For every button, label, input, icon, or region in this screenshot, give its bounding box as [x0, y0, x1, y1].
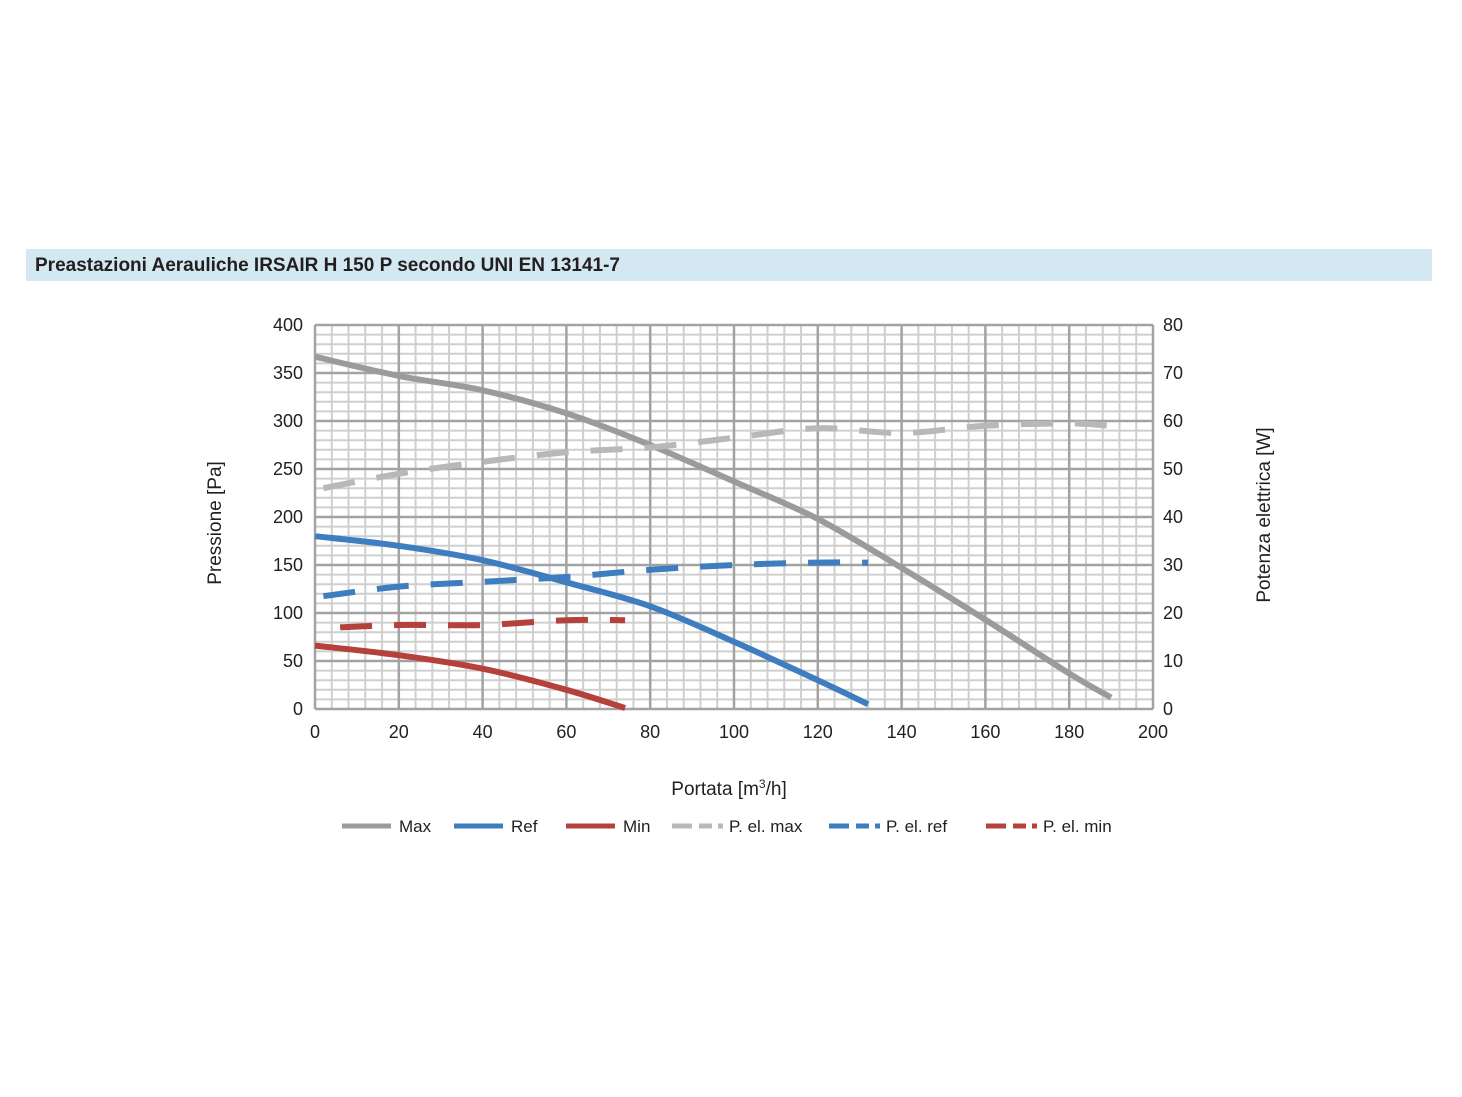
legend-label: Max [399, 817, 432, 836]
series-p-el-max [322, 420, 1112, 492]
x-tick-label: 20 [389, 722, 409, 742]
series-p-el-ref [323, 559, 869, 600]
legend-item: P. el. ref [829, 817, 947, 836]
chart-title-bar: Preastazioni Aerauliche IRSAIR H 150 P s… [26, 249, 1432, 281]
x-tick-label: 160 [970, 722, 1000, 742]
y2-tick-label: 0 [1163, 699, 1173, 719]
legend-label: Ref [511, 817, 538, 836]
x-tick-label: 0 [310, 722, 320, 742]
legend-item: Max [342, 817, 432, 836]
legend-label: P. el. max [729, 817, 803, 836]
y-axis-title: Pressione [Pa] [205, 461, 226, 585]
legend-label: P. el. ref [886, 817, 947, 836]
y2-tick-label: 50 [1163, 459, 1183, 479]
legend-item: Ref [454, 817, 538, 836]
y-tick-label: 150 [273, 555, 303, 575]
x-tick-label: 200 [1138, 722, 1168, 742]
y2-tick-label: 40 [1163, 507, 1183, 527]
y2-tick-label: 20 [1163, 603, 1183, 623]
y-tick-label: 350 [273, 363, 303, 383]
legend: Max Ref Min P. el. max P. el. ref P. el. min [342, 817, 1112, 836]
series-layer [314, 353, 1113, 711]
y2-axis-ticks: 0 10 20 30 40 50 60 70 80 [1163, 315, 1183, 719]
x-tick-label: 40 [473, 722, 493, 742]
y2-tick-label: 80 [1163, 315, 1183, 335]
y-axis-ticks: 0 50 100 150 200 250 300 350 400 [273, 315, 303, 719]
legend-item: P. el. min [986, 817, 1112, 836]
legend-label: Min [623, 817, 650, 836]
legend-item: Min [566, 817, 650, 836]
y-tick-label: 200 [273, 507, 303, 527]
y-tick-label: 250 [273, 459, 303, 479]
y2-tick-label: 60 [1163, 411, 1183, 431]
y-tick-label: 400 [273, 315, 303, 335]
x-tick-label: 120 [803, 722, 833, 742]
y-tick-label: 50 [283, 651, 303, 671]
x-tick-label: 180 [1054, 722, 1084, 742]
y-tick-label: 300 [273, 411, 303, 431]
legend-label: P. el. min [1043, 817, 1112, 836]
series-p-el-min [339, 616, 626, 631]
y2-tick-label: 70 [1163, 363, 1183, 383]
x-tick-label: 100 [719, 722, 749, 742]
legend-item: P. el. max [672, 817, 803, 836]
x-tick-label: 80 [640, 722, 660, 742]
series-ref [314, 533, 870, 707]
series-max [314, 353, 1113, 701]
y-tick-label: 0 [293, 699, 303, 719]
y-tick-label: 100 [273, 603, 303, 623]
y2-axis-title: Potenza elettrica [W] [1254, 427, 1275, 602]
x-tick-label: 60 [556, 722, 576, 742]
x-axis-title: Portata [m3/h] [671, 777, 786, 800]
y2-tick-label: 10 [1163, 651, 1183, 671]
x-axis-ticks: 0 20 40 60 80 100 120 140 160 180 200 [310, 722, 1168, 742]
series-min [314, 642, 626, 711]
y2-tick-label: 30 [1163, 555, 1183, 575]
x-tick-label: 140 [887, 722, 917, 742]
chart-title: Preastazioni Aerauliche IRSAIR H 150 P s… [35, 255, 621, 276]
